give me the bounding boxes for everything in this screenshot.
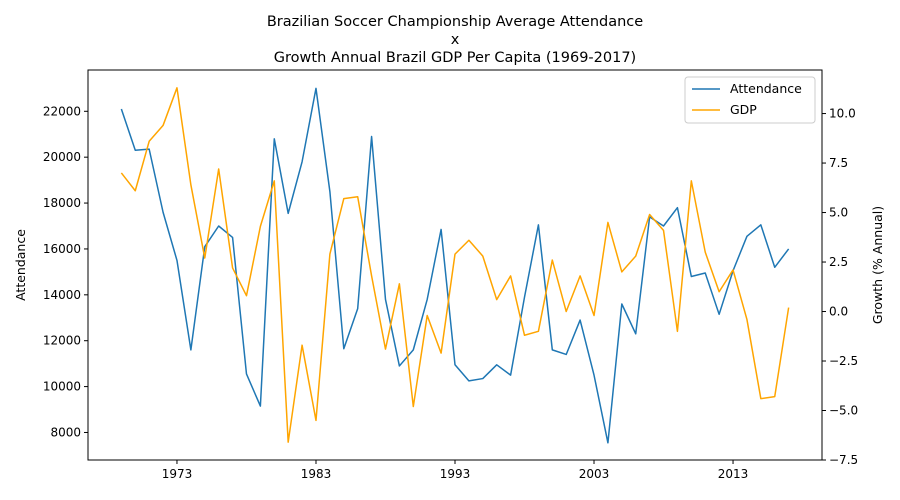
x-tick-label: 2013 — [718, 467, 749, 481]
y-right-tick-label: 7.5 — [829, 156, 848, 170]
legend-label-attendance: Attendance — [730, 81, 802, 96]
x-tick-label: 1973 — [162, 467, 193, 481]
y-left-tick-label: 22000 — [43, 104, 81, 118]
x-axis: 1973 1983 1993 2003 2013 — [162, 460, 749, 481]
y-left-tick-label: 14000 — [43, 288, 81, 302]
x-tick-label: 2003 — [579, 467, 610, 481]
chart-title: Brazilian Soccer Championship Average At… — [267, 14, 643, 66]
y-left-tick-label: 12000 — [43, 334, 81, 348]
y-left-tick-label: 8000 — [50, 425, 81, 439]
chart-title-line-3: Growth Annual Brazil GDP Per Capita (196… — [274, 50, 636, 66]
y-right-tick-label: −5.0 — [829, 404, 858, 418]
y-right-tick-label: −7.5 — [829, 453, 858, 467]
y-axis-right-label: Growth (% Annual) — [870, 206, 885, 324]
y-left-tick-label: 18000 — [43, 196, 81, 210]
y-axis-right: −7.5 −5.0 −2.5 0.0 2.5 5.0 7.5 10.0 — [822, 107, 858, 467]
y-axis-left-label: Attendance — [13, 229, 28, 301]
y-right-tick-label: 0.0 — [829, 305, 848, 319]
series-line-attendance — [120, 87, 790, 444]
legend: Attendance GDP — [684, 76, 816, 124]
x-tick-label: 1983 — [301, 467, 332, 481]
x-tick-label: 1993 — [440, 467, 471, 481]
y-right-tick-label: −2.5 — [829, 354, 858, 368]
y-axis-left: 8000 10000 12000 14000 16000 18000 20000 22000 — [43, 104, 88, 439]
chart-title-line-1: Brazilian Soccer Championship Average At… — [267, 14, 643, 30]
chart-title-line-2: x — [451, 32, 460, 48]
y-left-tick-label: 16000 — [43, 242, 81, 256]
y-left-tick-label: 10000 — [43, 380, 81, 394]
series-lines — [120, 87, 790, 444]
y-right-tick-label: 10.0 — [829, 107, 856, 121]
y-right-tick-label: 2.5 — [829, 255, 848, 269]
legend-label-gdp: GDP — [730, 102, 757, 117]
y-left-tick-label: 20000 — [43, 150, 81, 164]
y-right-tick-label: 5.0 — [829, 206, 848, 220]
series-line-gdp — [120, 87, 790, 443]
